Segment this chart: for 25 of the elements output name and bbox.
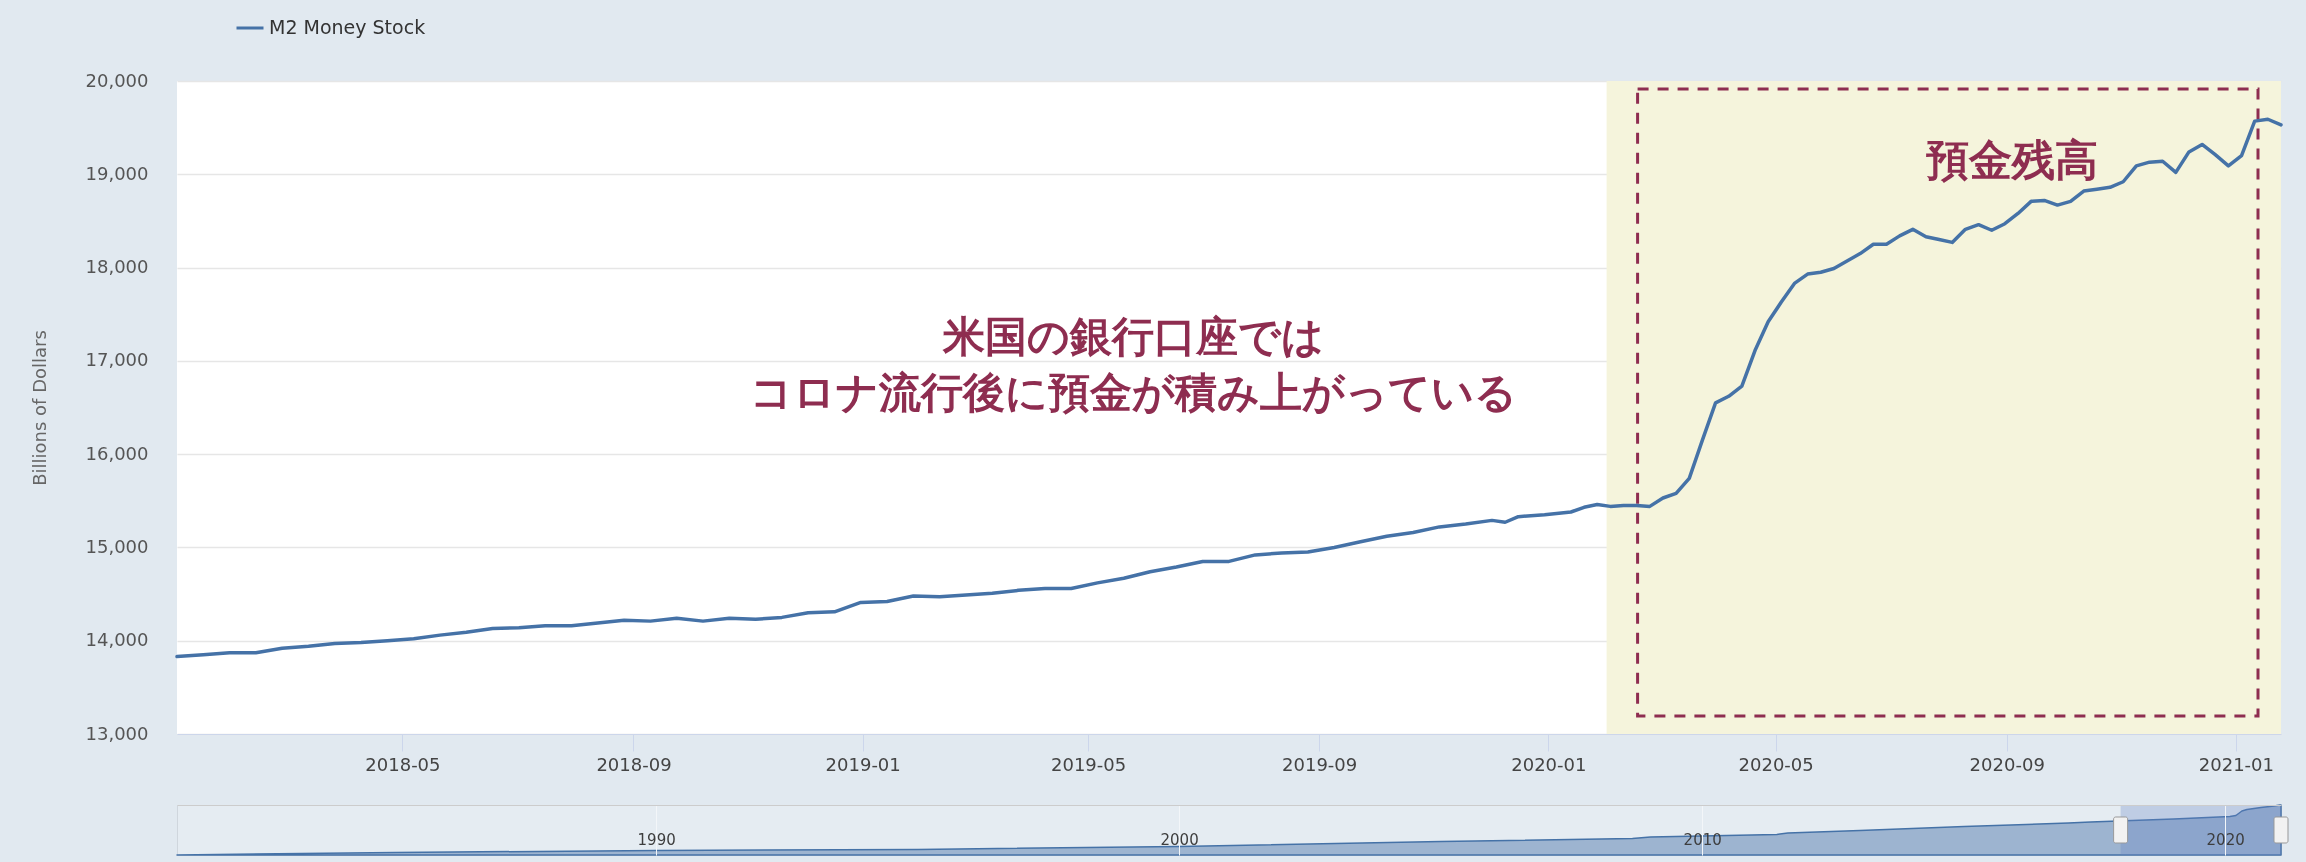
x-tick-label: 2000: [1160, 830, 1199, 849]
annotation: 米国の銀行口座では: [941, 311, 1324, 361]
band-label: 預金残高: [1926, 135, 2098, 185]
x-tick-label: 1990: [637, 830, 676, 849]
y-axis-title: Billions of Dollars: [28, 330, 50, 486]
x-tick-label: 2018-05: [365, 753, 441, 775]
x-tick-label: 2021-01: [2198, 753, 2275, 775]
x-tick-label: 2020-09: [1969, 753, 2045, 775]
x-tick-label: 2019-05: [1051, 753, 1127, 775]
x-tick-label: 2020-05: [1738, 753, 1814, 775]
y-tick-label: 16,000: [85, 442, 149, 464]
x-tick-label: 2019-01: [825, 753, 901, 775]
x-tick-label: 2019-09: [1282, 753, 1358, 775]
y-tick-label: 19,000: [85, 162, 149, 184]
annotation: コロナ流行後に預金が積み上がっている: [749, 367, 1517, 417]
y-tick-label: 17,000: [85, 349, 149, 371]
line-series: [175, 117, 2283, 659]
y-tick-label: 14,000: [85, 629, 149, 651]
x-tick-label: 2020-01: [1511, 753, 1587, 775]
y-tick-label: 15,000: [85, 535, 149, 557]
x-tick-label: 2018-09: [596, 753, 672, 775]
y-tick-label: 13,000: [85, 722, 149, 744]
y-tick-label: 18,000: [85, 256, 149, 278]
y-tick-label: 20,000: [85, 69, 149, 91]
legend-label: M2 Money Stock: [269, 16, 426, 38]
